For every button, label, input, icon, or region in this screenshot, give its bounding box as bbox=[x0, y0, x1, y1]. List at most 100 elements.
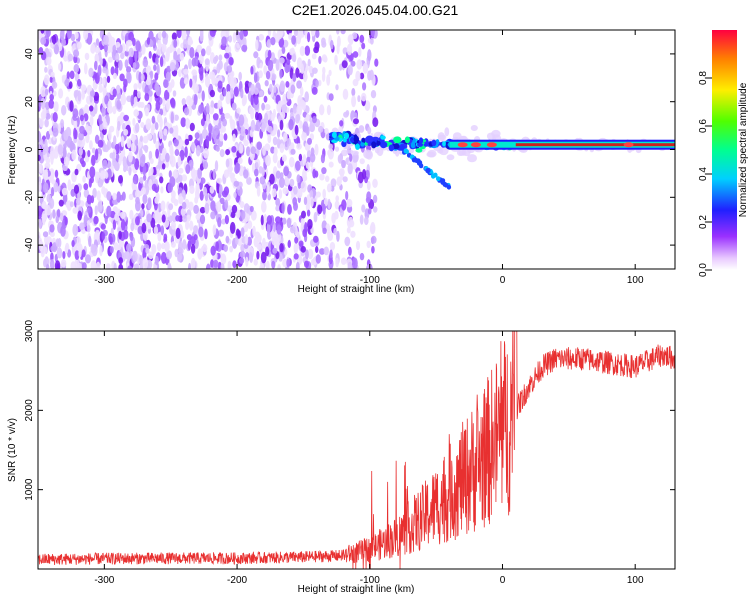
noise-speckle bbox=[349, 153, 353, 162]
noise-speckle bbox=[241, 96, 246, 107]
noise-speckle bbox=[250, 210, 257, 221]
signal-band-core bbox=[515, 143, 675, 147]
noise-speckle bbox=[337, 154, 343, 164]
noise-speckle bbox=[257, 234, 262, 243]
noise-speckle bbox=[256, 250, 260, 260]
noise-speckle bbox=[161, 30, 167, 39]
noise-speckle bbox=[38, 181, 42, 192]
noise-speckle bbox=[369, 69, 374, 81]
snr-frame bbox=[37, 330, 676, 570]
noise-speckle bbox=[94, 103, 98, 115]
noise-speckle bbox=[262, 190, 267, 201]
noise-speckle bbox=[52, 127, 59, 137]
noise-speckle bbox=[193, 225, 198, 234]
noise-speckle bbox=[272, 136, 278, 146]
noise-speckle bbox=[326, 74, 331, 86]
noise-speckle bbox=[263, 213, 267, 225]
noise-speckle bbox=[113, 262, 117, 269]
noise-speckle bbox=[145, 118, 152, 131]
noise-speckle bbox=[195, 145, 201, 157]
noise-speckle bbox=[126, 39, 133, 47]
noise-speckle bbox=[107, 100, 112, 109]
noise-speckle bbox=[91, 147, 96, 154]
noise-speckle bbox=[181, 31, 187, 41]
noise-speckle bbox=[113, 135, 117, 146]
noise-speckle bbox=[134, 158, 140, 171]
signal-halo bbox=[427, 149, 437, 158]
noise-speckle bbox=[142, 164, 147, 176]
noise-speckle bbox=[120, 52, 125, 60]
noise-speckle bbox=[190, 257, 196, 269]
noise-speckle bbox=[51, 81, 58, 89]
noise-speckle bbox=[272, 247, 278, 254]
noise-speckle bbox=[112, 219, 117, 230]
colorbar-tick-label: 0.0 bbox=[698, 263, 709, 277]
noise-speckle bbox=[313, 235, 319, 243]
noise-speckle bbox=[128, 193, 134, 201]
noise-speckle bbox=[165, 52, 170, 62]
signal-blob bbox=[376, 140, 381, 146]
noise-speckle bbox=[202, 186, 208, 197]
noise-speckle bbox=[63, 129, 69, 141]
noise-speckle bbox=[218, 99, 222, 110]
noise-speckle bbox=[339, 120, 344, 127]
noise-speckle bbox=[284, 248, 288, 256]
noise-speckle bbox=[204, 58, 210, 66]
noise-speckle bbox=[236, 230, 242, 239]
noise-speckle bbox=[138, 71, 142, 84]
noise-speckle bbox=[319, 248, 325, 255]
noise-speckle bbox=[341, 159, 346, 169]
signal-blob bbox=[365, 135, 374, 143]
noise-speckle bbox=[120, 93, 127, 106]
noise-speckle bbox=[118, 243, 122, 250]
noise-speckle bbox=[145, 247, 150, 254]
noise-speckle bbox=[104, 171, 109, 179]
noise-speckle bbox=[309, 189, 314, 199]
noise-speckle bbox=[160, 200, 166, 212]
noise-speckle bbox=[213, 56, 218, 65]
noise-speckle bbox=[361, 92, 367, 102]
noise-speckle bbox=[98, 83, 103, 93]
noise-speckle bbox=[136, 91, 141, 99]
signal-blob bbox=[342, 137, 347, 143]
noise-speckle bbox=[39, 118, 44, 128]
noise-speckle bbox=[212, 224, 217, 236]
noise-speckle bbox=[43, 74, 50, 86]
noise-speckle bbox=[184, 77, 188, 85]
noise-speckle bbox=[314, 41, 320, 51]
noise-speckle bbox=[123, 128, 129, 136]
noise-speckle bbox=[294, 124, 299, 136]
noise-speckle bbox=[164, 241, 170, 253]
noise-speckle bbox=[38, 154, 41, 161]
noise-speckle bbox=[149, 40, 154, 47]
noise-speckle bbox=[128, 56, 133, 66]
noise-speckle bbox=[228, 56, 234, 66]
noise-speckle bbox=[178, 174, 183, 183]
noise-speckle bbox=[224, 199, 229, 210]
noise-speckle bbox=[344, 236, 351, 247]
signal-blob bbox=[410, 141, 416, 149]
noise-speckle bbox=[116, 191, 121, 203]
noise-speckle bbox=[141, 187, 146, 195]
noise-speckle bbox=[128, 151, 133, 163]
noise-speckle bbox=[307, 248, 314, 260]
noise-speckle bbox=[261, 167, 265, 177]
signal-halo bbox=[407, 148, 415, 154]
noise-speckle bbox=[223, 88, 227, 97]
noise-speckle bbox=[225, 149, 231, 156]
noise-speckle bbox=[327, 231, 334, 242]
noise-speckle bbox=[322, 203, 326, 215]
noise-speckle bbox=[188, 262, 192, 269]
noise-speckle bbox=[215, 201, 222, 213]
noise-speckle bbox=[323, 246, 329, 256]
noise-speckle bbox=[106, 191, 112, 201]
noise-speckle bbox=[347, 34, 354, 44]
signal-tail-blob bbox=[440, 178, 446, 184]
noise-speckle bbox=[80, 84, 87, 92]
noise-speckle bbox=[348, 216, 354, 225]
noise-speckle bbox=[82, 175, 86, 183]
noise-speckle bbox=[218, 54, 223, 61]
noise-speckle bbox=[188, 201, 194, 211]
noise-speckle bbox=[286, 258, 290, 268]
noise-speckle bbox=[48, 99, 55, 109]
